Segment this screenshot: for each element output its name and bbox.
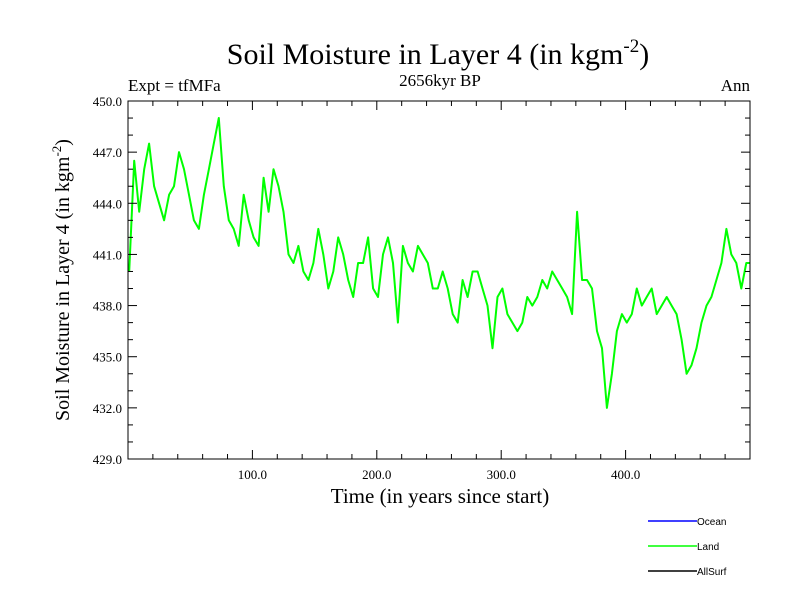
y-axis-label-main: Soil Moisture in Layer 4 (in kgm xyxy=(52,156,74,421)
y-ticks: 429.0 432.0 435.0 438.0 441.0 444.0 447.0 450.0 xyxy=(93,94,750,467)
legend: Ocean Land AllSurf xyxy=(648,517,727,578)
y-axis-label-close: ) xyxy=(52,139,74,146)
y-tick-label: 444.0 xyxy=(93,196,122,211)
chart-title-superscript: -2 xyxy=(623,36,639,57)
legend-label-land: Land xyxy=(697,542,719,553)
plot-frame xyxy=(127,100,751,460)
y-axis-label: Soil Moisture in Layer 4 (in kgm-2) xyxy=(49,139,74,421)
chart-title-main: Soil Moisture in Layer 4 (in kgm xyxy=(227,38,624,71)
y-tick-label: 435.0 xyxy=(93,350,122,365)
legend-label-ocean: Ocean xyxy=(697,517,726,528)
chart-subtitle: 2656kyr BP xyxy=(399,71,481,90)
x-axis-label: Time (in years since start) xyxy=(331,484,550,508)
x-tick-label: 100.0 xyxy=(238,467,267,482)
chart-title: Soil Moisture in Layer 4 (in kgm-2) xyxy=(227,36,649,71)
y-tick-label: 450.0 xyxy=(93,94,122,109)
chart-title-close: ) xyxy=(639,38,649,71)
y-tick-label: 438.0 xyxy=(93,299,122,314)
y-tick-label: 441.0 xyxy=(93,247,122,262)
legend-label-allsurf: AllSurf xyxy=(697,567,727,578)
x-tick-label: 400.0 xyxy=(611,467,640,482)
x-tick-label: 300.0 xyxy=(487,467,516,482)
series-layer xyxy=(128,117,750,409)
x-tick-label: 200.0 xyxy=(362,467,391,482)
experiment-label: Expt = tfMFa xyxy=(128,76,221,95)
y-tick-label: 429.0 xyxy=(93,452,122,467)
x-ticks: 100.0 200.0 300.0 400.0 xyxy=(152,101,726,482)
y-tick-label: 432.0 xyxy=(93,401,122,416)
season-label: Ann xyxy=(721,76,751,95)
series-line-land xyxy=(128,117,750,409)
y-tick-label: 447.0 xyxy=(93,145,122,160)
y-axis-label-superscript: -2 xyxy=(49,146,64,157)
